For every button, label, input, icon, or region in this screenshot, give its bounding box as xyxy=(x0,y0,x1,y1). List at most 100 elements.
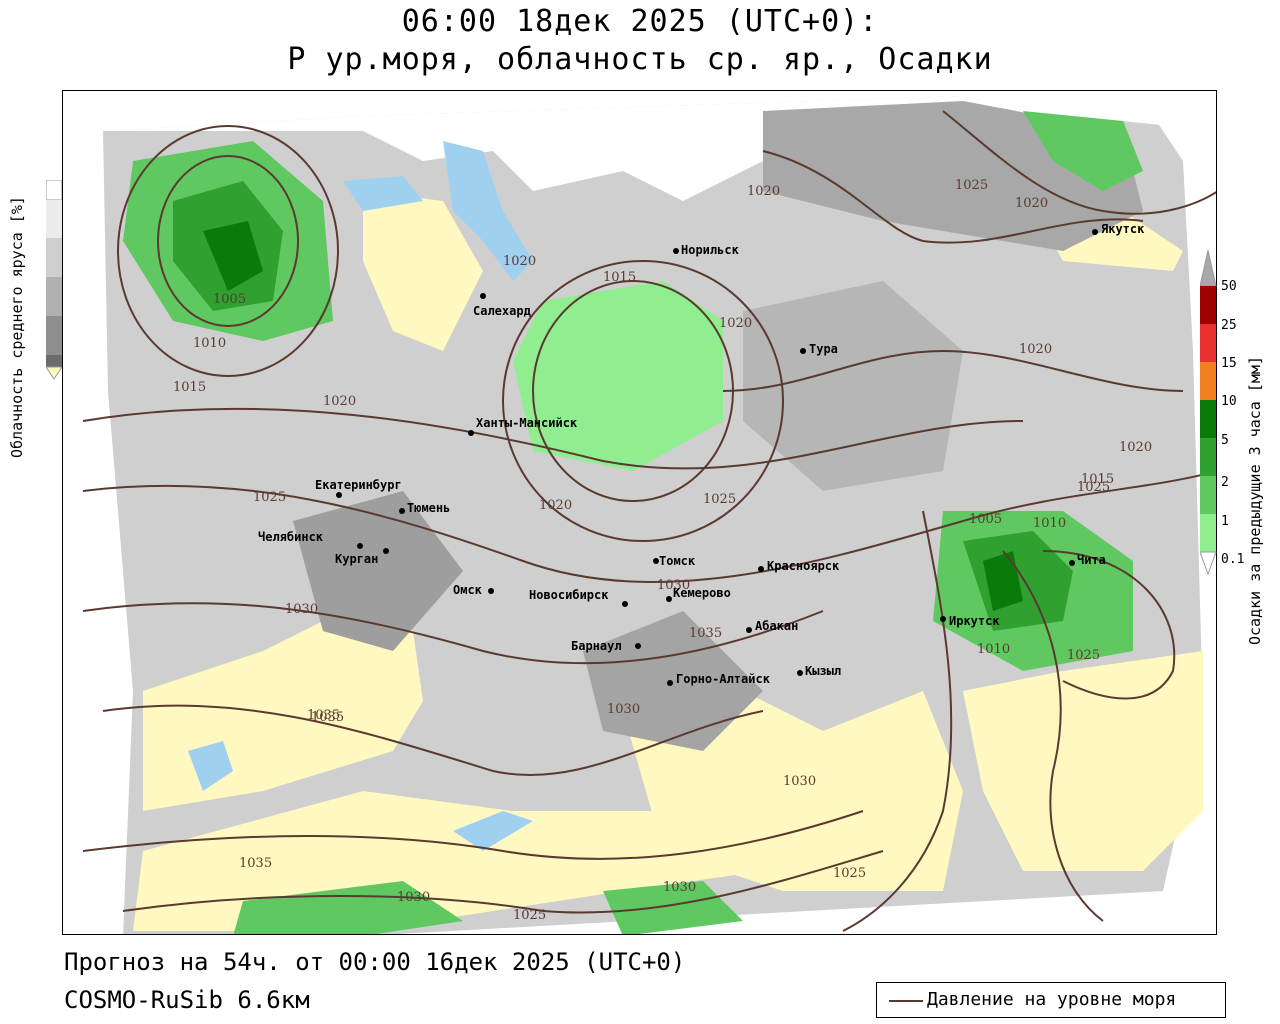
isobar-label: 1015 xyxy=(603,270,636,285)
city-dot xyxy=(667,680,673,686)
isobar-legend-line xyxy=(889,1000,923,1002)
isobar-label: 1025 xyxy=(703,492,736,507)
isobar xyxy=(117,125,339,377)
city-dot xyxy=(1092,229,1098,235)
isobar xyxy=(1002,550,1104,922)
isobar-label: 1010 xyxy=(193,336,226,351)
city-label: Тура xyxy=(809,342,838,356)
isobar-label: 1015 xyxy=(173,380,206,395)
precip-tick: 2 xyxy=(1221,475,1229,490)
isobar xyxy=(502,260,784,542)
isobar-label: 1035 xyxy=(239,856,272,871)
precip-region xyxy=(203,221,263,291)
city-dot xyxy=(480,293,486,299)
isobar xyxy=(82,602,824,665)
isobar-label: 1010 xyxy=(1033,516,1066,531)
city-label: Якутск xyxy=(1101,222,1145,236)
water xyxy=(443,141,533,281)
city-dot xyxy=(797,670,803,676)
isobar-legend: Давление на уровне моря xyxy=(876,982,1226,1018)
city-label: Ханты-Мансийск xyxy=(476,416,578,430)
water xyxy=(188,741,233,791)
city-dot xyxy=(800,348,806,354)
isobar-label: 1025 xyxy=(955,178,988,193)
isobar-label: 1020 xyxy=(539,498,572,513)
isobar xyxy=(762,150,1144,244)
isobar-label: 1030 xyxy=(663,880,696,895)
clear-region xyxy=(963,651,1203,871)
city-label: Красноярск xyxy=(767,559,840,573)
city-dot xyxy=(653,558,659,564)
isobar-label: 1030 xyxy=(397,890,430,905)
city-dot xyxy=(746,627,752,633)
precip-tick: 25 xyxy=(1221,318,1237,333)
isobar-label: 1025 xyxy=(253,490,286,505)
isobar xyxy=(842,510,953,932)
city-label: Екатеринбург xyxy=(315,478,402,492)
city-label: Абакан xyxy=(755,619,798,633)
precip-tick: 10 xyxy=(1221,394,1237,409)
city-label: Новосибирск xyxy=(529,588,609,602)
clear-region xyxy=(363,191,483,351)
cloud-scale-label: Облачность среднего яруса [%] xyxy=(8,196,26,458)
cloud-scale-bar xyxy=(46,180,63,380)
cloud-region xyxy=(293,491,463,651)
precip-region xyxy=(513,281,723,471)
isobar-label: 1020 xyxy=(503,254,536,269)
city-label: Томск xyxy=(659,554,696,568)
isobar-label: 1020 xyxy=(323,394,356,409)
city-dot xyxy=(336,492,342,498)
map-title-fields: P ур.моря, облачность ср. яр., Осадки xyxy=(287,42,993,77)
precip-scale-label: Осадки за предыдущие 3 часа [мм] xyxy=(1246,356,1264,645)
isobar-label: 1020 xyxy=(1119,440,1152,455)
isobar-label: 1025 xyxy=(1067,648,1100,663)
isobar-label: 1035 xyxy=(311,710,344,725)
isobar xyxy=(82,470,1216,583)
isobar-label: 1035 xyxy=(307,708,340,723)
map-title-time: 06:00 18дек 2025 (UTC+0): xyxy=(401,4,879,39)
isobar-label: 1010 xyxy=(977,642,1010,657)
isobar xyxy=(82,407,1024,470)
city-label: Челябинск xyxy=(258,530,324,544)
precip-region xyxy=(983,551,1023,611)
city-label: Курган xyxy=(335,552,378,566)
cloud-region xyxy=(743,281,963,491)
city-label: Тюмень xyxy=(407,501,450,515)
map-panel: 1005 1010 1015 1020 1025 1030 1035 1020 … xyxy=(62,90,1217,935)
forecast-map: 1005 1010 1015 1020 1025 1030 1035 1020 … xyxy=(82,91,1216,934)
isobar-label: 1025 xyxy=(833,866,866,881)
isobar-label: 1020 xyxy=(747,184,780,199)
precip-tick: 5 xyxy=(1221,433,1229,448)
isobar xyxy=(102,704,764,776)
model-name: COSMO-RuSib 6.6км xyxy=(64,986,310,1014)
city-dot xyxy=(622,601,628,607)
city-dot xyxy=(673,248,679,254)
city-dot xyxy=(399,508,405,514)
city-dot xyxy=(666,596,672,602)
precip-region xyxy=(603,881,743,934)
precip-tick: 15 xyxy=(1221,356,1237,371)
isobar xyxy=(722,349,1184,392)
city-dot xyxy=(940,616,946,622)
isobar-label: 1030 xyxy=(657,578,690,593)
precip-tick: 50 xyxy=(1221,279,1237,294)
city-label: Салехард xyxy=(473,304,531,318)
city-label: Кызыл xyxy=(805,664,841,678)
city-dot xyxy=(758,566,764,572)
precip-region xyxy=(233,881,463,934)
isobar xyxy=(1042,550,1176,700)
city-dot xyxy=(488,588,494,594)
water xyxy=(343,176,423,211)
city-label: Норильск xyxy=(681,243,740,257)
city-label: Омск xyxy=(453,583,483,597)
city-dot xyxy=(1069,560,1075,566)
cities: Салехард Норильск Тура Якутск Ханты-Манс… xyxy=(258,222,1145,686)
isobar-label: 1005 xyxy=(213,292,246,307)
city-dot xyxy=(468,430,474,436)
city-label: Чита xyxy=(1077,553,1106,567)
isobar xyxy=(82,810,864,860)
isobar-label: 1030 xyxy=(783,774,816,789)
city-label: Кемерово xyxy=(673,586,731,600)
isobar-label: 1025 xyxy=(1077,480,1110,495)
city-label: Горно-Алтайск xyxy=(676,672,771,686)
